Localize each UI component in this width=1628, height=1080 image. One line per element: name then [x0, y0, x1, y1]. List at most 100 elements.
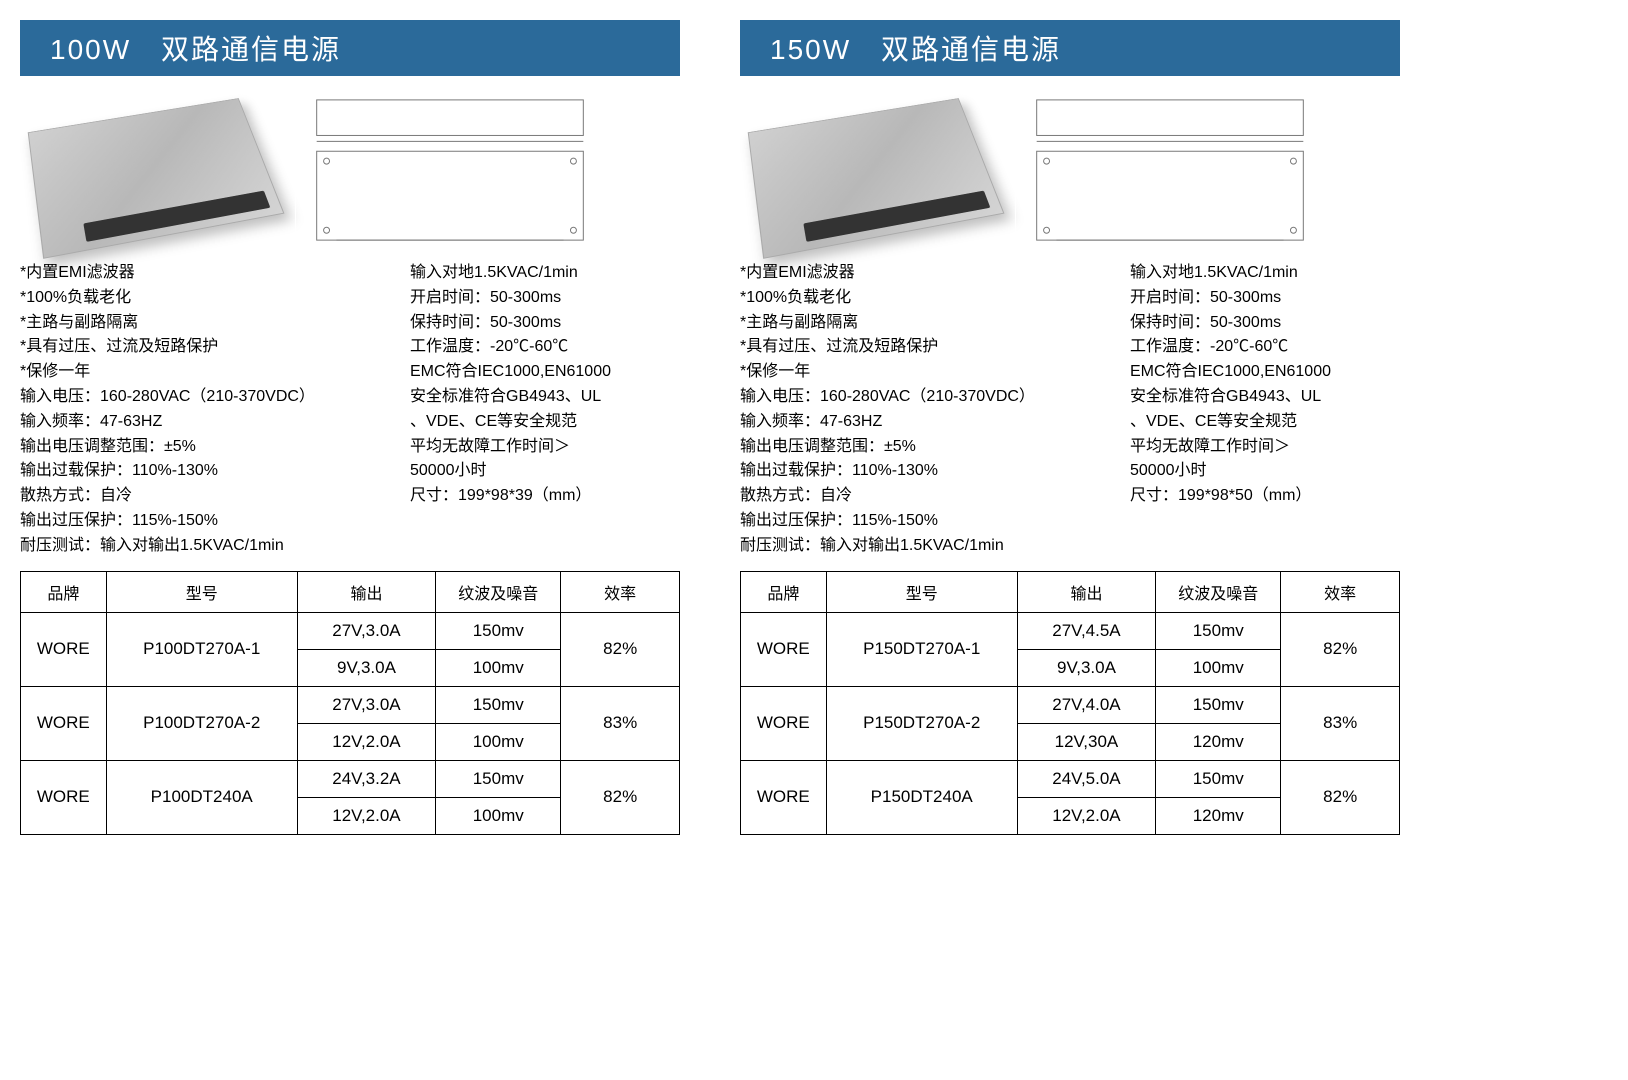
th-ripple: 纹波及噪音 [1156, 571, 1281, 612]
spec-line: *保修一年 [20, 360, 410, 385]
cell-ripple: 150mv [1156, 612, 1281, 649]
cell-model: P150DT270A-1 [826, 612, 1017, 686]
cell-ripple: 150mv [436, 686, 561, 723]
cell-output: 24V,3.2A [297, 760, 435, 797]
cell-brand: WORE [741, 612, 827, 686]
spec-line: 输出电压调整范围：±5% [20, 435, 410, 460]
product-photo-icon [748, 98, 1005, 259]
spec-line: 开启时间：50-300ms [1130, 286, 1400, 311]
cell-output: 27V,3.0A [297, 612, 435, 649]
images-row [20, 76, 680, 261]
th-brand: 品牌 [741, 571, 827, 612]
spec-line: 50000小时 [410, 459, 680, 484]
cell-output: 9V,3.0A [1017, 649, 1155, 686]
title-suffix: 双路通信电源 [161, 34, 341, 65]
spec-line: 、VDE、CE等安全规范 [1130, 410, 1400, 435]
th-output: 输出 [1017, 571, 1155, 612]
spec-line: *100%负载老化 [740, 286, 1130, 311]
spec-line: *具有过压、过流及短路保护 [20, 335, 410, 360]
spec-line: 尺寸：199*98*39（mm） [410, 484, 680, 509]
cell-output: 27V,3.0A [297, 686, 435, 723]
spec-line: 输出过载保护：110%-130% [740, 459, 1130, 484]
title-suffix: 双路通信电源 [881, 34, 1061, 65]
cell-output: 27V,4.0A [1017, 686, 1155, 723]
cell-ripple: 100mv [436, 649, 561, 686]
spec-line: *100%负载老化 [20, 286, 410, 311]
spec-line: 输出过载保护：110%-130% [20, 459, 410, 484]
th-brand: 品牌 [21, 571, 107, 612]
spec-table-150w: 品牌 型号 输出 纹波及噪音 效率 WORE P150DT270A-1 27V,… [740, 571, 1400, 835]
cell-brand: WORE [741, 686, 827, 760]
cell-eff: 82% [1281, 612, 1400, 686]
th-eff: 效率 [1281, 571, 1400, 612]
panel-150w: 150W 双路通信电源 *内置EMI滤波器 [740, 20, 1400, 835]
title-bar-150w: 150W 双路通信电源 [740, 20, 1400, 76]
cell-eff: 83% [561, 686, 680, 760]
spec-line: 散热方式：自冷 [740, 484, 1130, 509]
table-row: WORE P100DT270A-1 27V,3.0A 150mv 82% [21, 612, 680, 649]
title-bar-100w: 100W 双路通信电源 [20, 20, 680, 76]
spec-line: EMC符合IEC1000,EN61000 [410, 360, 680, 385]
cell-brand: WORE [741, 760, 827, 834]
th-model: 型号 [106, 571, 297, 612]
cell-brand: WORE [21, 686, 107, 760]
cell-output: 12V,2.0A [297, 723, 435, 760]
specs-left-col: *内置EMI滤波器 *100%负载老化 *主路与副路隔离 *具有过压、过流及短路… [740, 261, 1130, 559]
spec-line: 尺寸：199*98*50（mm） [1130, 484, 1400, 509]
cell-ripple: 100mv [436, 797, 561, 834]
cell-ripple: 150mv [436, 760, 561, 797]
specs-right-col: 输入对地1.5KVAC/1min 开启时间：50-300ms 保持时间：50-3… [410, 261, 680, 559]
cell-output: 24V,5.0A [1017, 760, 1155, 797]
product-photo-icon [28, 98, 285, 259]
spec-line: *保修一年 [740, 360, 1130, 385]
cell-model: P100DT270A-1 [106, 612, 297, 686]
wattage-label: 100W [50, 34, 131, 65]
cell-output: 27V,4.5A [1017, 612, 1155, 649]
spec-line: 保持时间：50-300ms [410, 311, 680, 336]
table-row: WORE P100DT270A-2 27V,3.0A 150mv 83% [21, 686, 680, 723]
cell-eff: 82% [561, 612, 680, 686]
cell-ripple: 150mv [1156, 686, 1281, 723]
cell-ripple: 100mv [1156, 649, 1281, 686]
th-ripple: 纹波及噪音 [436, 571, 561, 612]
specs-right-col: 输入对地1.5KVAC/1min 开启时间：50-300ms 保持时间：50-3… [1130, 261, 1400, 559]
spec-line: 输入频率：47-63HZ [20, 410, 410, 435]
specs-left-col: *内置EMI滤波器 *100%负载老化 *主路与副路隔离 *具有过压、过流及短路… [20, 261, 410, 559]
dimension-diagram-icon [295, 91, 605, 251]
th-eff: 效率 [561, 571, 680, 612]
table-header-row: 品牌 型号 输出 纹波及噪音 效率 [741, 571, 1400, 612]
dimension-diagram-icon [1015, 91, 1325, 251]
table-row: WORE P150DT240A 24V,5.0A 150mv 82% [741, 760, 1400, 797]
cell-ripple: 100mv [436, 723, 561, 760]
cell-model: P100DT270A-2 [106, 686, 297, 760]
spec-line: 保持时间：50-300ms [1130, 311, 1400, 336]
th-model: 型号 [826, 571, 1017, 612]
th-output: 输出 [297, 571, 435, 612]
table-row: WORE P100DT240A 24V,3.2A 150mv 82% [21, 760, 680, 797]
panel-100w: 100W 双路通信电源 *内置EMI滤波器 [20, 20, 680, 835]
table-row: WORE P150DT270A-2 27V,4.0A 150mv 83% [741, 686, 1400, 723]
spec-line: *具有过压、过流及短路保护 [740, 335, 1130, 360]
wattage-label: 150W [770, 34, 851, 65]
specs-row: *内置EMI滤波器 *100%负载老化 *主路与副路隔离 *具有过压、过流及短路… [740, 261, 1400, 559]
cell-ripple: 150mv [1156, 760, 1281, 797]
spec-line: 安全标准符合GB4943、UL [1130, 385, 1400, 410]
spec-line: 输入对地1.5KVAC/1min [1130, 261, 1400, 286]
spec-line: *内置EMI滤波器 [20, 261, 410, 286]
cell-model: P150DT240A [826, 760, 1017, 834]
spec-line: 开启时间：50-300ms [410, 286, 680, 311]
spec-line: 工作温度：-20℃-60℃ [410, 335, 680, 360]
cell-model: P150DT270A-2 [826, 686, 1017, 760]
spec-line: 、VDE、CE等安全规范 [410, 410, 680, 435]
specs-row: *内置EMI滤波器 *100%负载老化 *主路与副路隔离 *具有过压、过流及短路… [20, 261, 680, 559]
spec-line: 输出过压保护：115%-150% [20, 509, 410, 534]
spec-line: 输出电压调整范围：±5% [740, 435, 1130, 460]
spec-line: 输入电压：160-280VAC（210-370VDC） [20, 385, 410, 410]
spec-line: 耐压测试：输入对输出1.5KVAC/1min [20, 534, 410, 559]
spec-line: 输出过压保护：115%-150% [740, 509, 1130, 534]
spec-line: 输入频率：47-63HZ [740, 410, 1130, 435]
cell-output: 9V,3.0A [297, 649, 435, 686]
cell-ripple: 150mv [436, 612, 561, 649]
table-row: WORE P150DT270A-1 27V,4.5A 150mv 82% [741, 612, 1400, 649]
spec-line: 平均无故障工作时间＞ [410, 435, 680, 460]
